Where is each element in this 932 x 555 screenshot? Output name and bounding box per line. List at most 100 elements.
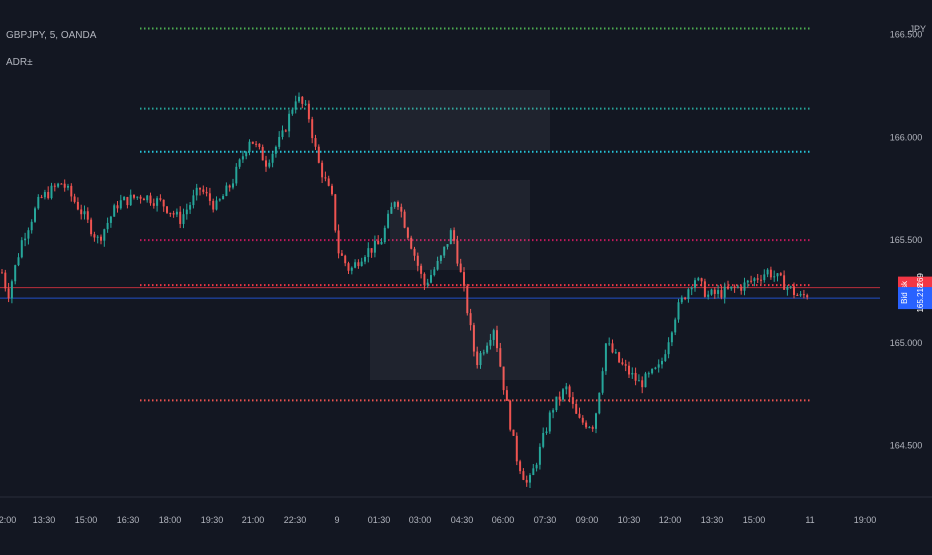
candle-body bbox=[232, 183, 234, 188]
candle-body bbox=[149, 195, 152, 204]
time-axis-tick: 15:00 bbox=[743, 515, 766, 525]
candle-body bbox=[172, 213, 175, 215]
candle-body bbox=[126, 196, 129, 206]
candle-body bbox=[208, 193, 211, 201]
time-axis-tick: 13:30 bbox=[33, 515, 56, 525]
time-axis-tick: 03:00 bbox=[409, 515, 432, 525]
candle-body bbox=[793, 286, 795, 295]
candle-body bbox=[760, 279, 762, 281]
time-axis-tick: 01:30 bbox=[368, 515, 391, 525]
candle-body bbox=[265, 160, 267, 167]
candle-body bbox=[519, 461, 522, 472]
candle-body bbox=[535, 464, 538, 469]
time-axis-tick: 13:30 bbox=[701, 515, 724, 525]
candle-body bbox=[317, 146, 320, 163]
candle-body bbox=[766, 269, 769, 275]
candle-body bbox=[93, 234, 96, 238]
candle-body bbox=[651, 368, 654, 374]
candle-body bbox=[113, 205, 116, 217]
candle-body bbox=[67, 185, 69, 188]
candle-body bbox=[786, 286, 789, 290]
candle-body bbox=[641, 380, 644, 388]
candle-body bbox=[235, 166, 238, 184]
candle-body bbox=[796, 294, 799, 296]
candle-body bbox=[601, 371, 604, 393]
candle-body bbox=[568, 386, 571, 398]
candle-body bbox=[57, 183, 60, 187]
candle-body bbox=[357, 262, 360, 267]
price-axis-tick: 165.000 bbox=[890, 338, 923, 348]
candle-body bbox=[720, 290, 723, 298]
candle-body bbox=[542, 433, 545, 447]
bid-value: 165.218 bbox=[916, 283, 925, 312]
candle-body bbox=[552, 410, 555, 413]
candle-body bbox=[443, 246, 446, 256]
candle-body bbox=[258, 143, 261, 147]
candle-body bbox=[24, 238, 27, 241]
candle-body bbox=[179, 211, 182, 224]
candle-body bbox=[53, 185, 56, 187]
candle-body bbox=[453, 230, 456, 241]
candle-body bbox=[50, 185, 53, 199]
candle-body bbox=[222, 195, 225, 200]
candle-body bbox=[430, 275, 432, 283]
candle-body bbox=[70, 185, 73, 197]
candle-body bbox=[373, 240, 376, 253]
candle-body bbox=[647, 373, 650, 375]
price-axis-tick: 166.500 bbox=[890, 30, 923, 40]
candle-body bbox=[654, 367, 657, 369]
candle-body bbox=[380, 241, 383, 245]
candle-body bbox=[713, 289, 716, 294]
time-axis-tick: 19:00 bbox=[854, 515, 877, 525]
candle-body bbox=[364, 257, 366, 262]
candle-body bbox=[756, 278, 759, 280]
candle-body bbox=[109, 216, 112, 223]
candle-body bbox=[618, 352, 621, 363]
candle-body bbox=[558, 396, 561, 400]
candle-body bbox=[103, 229, 106, 241]
candle-body bbox=[367, 248, 370, 258]
candle-body bbox=[228, 185, 231, 188]
indicator-label[interactable]: ADR± bbox=[6, 57, 33, 68]
candle-body bbox=[505, 390, 508, 401]
candle-body bbox=[350, 267, 353, 271]
candle-body bbox=[746, 280, 749, 283]
candle-body bbox=[773, 276, 776, 278]
time-axis-tick: 19:30 bbox=[201, 515, 224, 525]
candle-body bbox=[631, 372, 634, 375]
candle-body bbox=[439, 255, 442, 261]
candle-body bbox=[687, 289, 690, 300]
candle-body bbox=[661, 360, 663, 365]
candle-body bbox=[740, 286, 743, 291]
candle-body bbox=[578, 413, 581, 418]
candle-body bbox=[400, 206, 403, 212]
candle-body bbox=[595, 413, 597, 429]
candle-body bbox=[538, 446, 541, 465]
candle-body bbox=[182, 214, 185, 224]
candle-body bbox=[459, 263, 462, 273]
candle-body bbox=[202, 189, 205, 192]
candle-body bbox=[152, 203, 155, 206]
candle-body bbox=[575, 403, 578, 414]
candle-body bbox=[608, 343, 611, 345]
candle-body bbox=[1, 272, 3, 274]
candle-body bbox=[463, 272, 465, 286]
candle-body bbox=[294, 101, 297, 110]
candle-body bbox=[37, 196, 40, 209]
candle-body bbox=[717, 290, 720, 294]
candle-body bbox=[522, 471, 525, 480]
candle-body bbox=[680, 297, 683, 303]
candle-body bbox=[525, 479, 528, 483]
candle-body bbox=[548, 412, 551, 432]
candle-body bbox=[492, 330, 495, 340]
candle-body bbox=[727, 286, 729, 289]
candle-body bbox=[106, 222, 109, 230]
candle-body bbox=[331, 185, 333, 195]
time-axis-tick: 06:00 bbox=[492, 515, 515, 525]
candle-body bbox=[268, 162, 271, 167]
candle-body bbox=[304, 103, 307, 105]
symbol-title[interactable]: GBPJPY, 5, OANDA bbox=[6, 30, 97, 41]
time-axis-tick: 16:30 bbox=[117, 515, 140, 525]
